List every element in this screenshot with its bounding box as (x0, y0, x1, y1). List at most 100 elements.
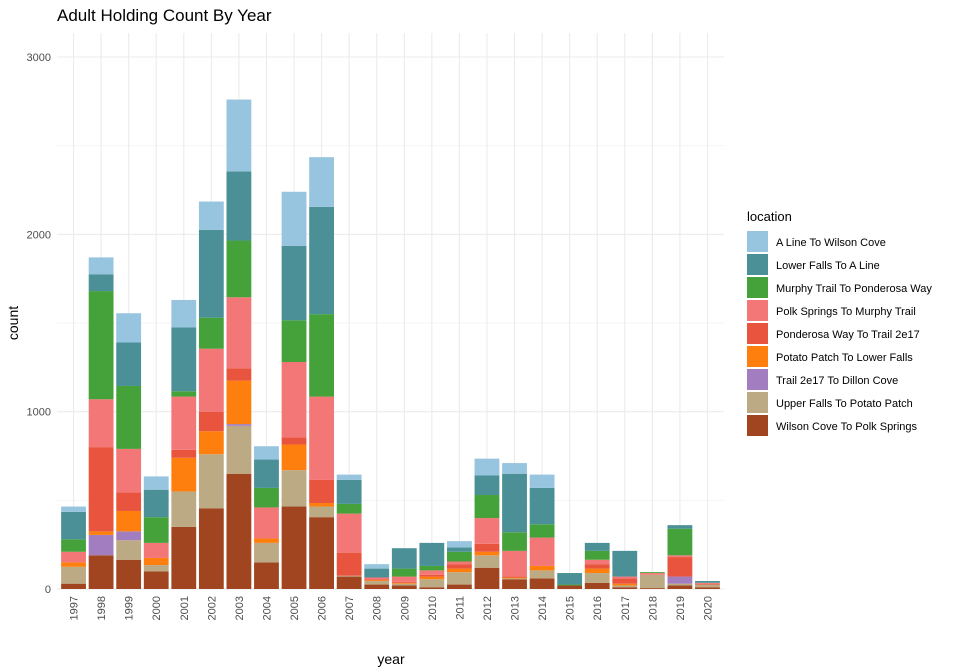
bar-segment (61, 562, 86, 567)
bar-segment (198, 317, 224, 349)
x-tick-label: 2008 (372, 596, 384, 620)
bar-segment (391, 548, 417, 569)
bar-segment (281, 191, 307, 246)
bar-segment (364, 580, 390, 582)
legend-swatch (747, 323, 768, 344)
x-tick-label: 1998 (96, 596, 108, 620)
x-tick-label: 1999 (124, 596, 136, 620)
bar-segment (171, 526, 197, 589)
bar-segment (419, 542, 445, 566)
legend-label: Ponderosa Way To Trail 2e17 (776, 329, 920, 341)
bar-segment (695, 582, 720, 584)
bar-segment (667, 583, 693, 586)
bar-segment (474, 458, 500, 476)
bar-segment (584, 568, 610, 574)
bar-segment (639, 573, 665, 575)
bar-segment (281, 444, 307, 471)
bar-segment (639, 588, 665, 589)
x-tick-label: 2017 (620, 596, 632, 620)
bar-segment (474, 567, 500, 589)
bar-segment (364, 584, 390, 589)
bar-segment (198, 229, 224, 318)
legend-swatch (747, 277, 768, 298)
bar-segment (391, 581, 417, 583)
bar-segment (557, 585, 583, 589)
x-tick-label: 2013 (510, 596, 522, 620)
bar-segment (447, 584, 472, 589)
x-tick-label: 2003 (234, 596, 246, 620)
bar-segment (254, 542, 279, 563)
bar-segment (584, 542, 610, 551)
bar-segment (474, 518, 500, 544)
bar-segment (419, 570, 445, 575)
bar-segment (309, 517, 334, 589)
bar-segment (336, 479, 362, 504)
bar-segment (447, 568, 472, 573)
bar-segment (116, 385, 142, 449)
bar-segment (419, 579, 445, 588)
bar-segment (419, 576, 445, 580)
bar-segment (529, 474, 555, 488)
bar-segment (226, 240, 252, 298)
bar-segment (309, 502, 334, 507)
bar-segment (226, 99, 252, 172)
bar-segment (226, 297, 252, 369)
bar-segment (309, 396, 334, 480)
bar-segment (61, 583, 86, 589)
bar-segment (61, 566, 86, 584)
bar-segment (88, 399, 114, 448)
bar-segment (419, 574, 445, 577)
legend-label: Lower Falls To A Line (776, 260, 880, 272)
bar-segment (226, 171, 252, 241)
legend-label: Murphy Trail To Ponderosa Way (776, 283, 932, 295)
bar-segment (198, 454, 224, 509)
bar-segment (116, 559, 142, 589)
bar-segment (557, 573, 583, 585)
bar-segment (198, 201, 224, 230)
legend: location A Line To Wilson Cove Lower Fall… (747, 209, 932, 436)
bar-segment (116, 540, 142, 560)
bar-segment (447, 541, 472, 548)
bar-segment (391, 583, 417, 586)
bar-segment (474, 555, 500, 568)
bar-segment (419, 565, 445, 571)
bar-segment (336, 552, 362, 576)
legend-label: Upper Falls To Potato Patch (776, 398, 913, 410)
bar-segment (695, 584, 720, 588)
bar-segment (447, 564, 472, 569)
x-tick-label: 2007 (344, 596, 356, 620)
bar-segment (391, 568, 417, 577)
bar-segment (171, 327, 197, 392)
bar-segment (281, 320, 307, 363)
bar-segment (667, 525, 693, 529)
y-axis-title: count (5, 306, 21, 340)
bar-segment (143, 517, 169, 543)
y-tick-label: 1000 (27, 407, 51, 419)
bar-segment (281, 506, 307, 589)
legend-swatch (747, 392, 768, 413)
bar-segment (612, 578, 638, 584)
bar-segment (502, 579, 527, 589)
bar-segment (502, 473, 527, 533)
y-axis-ticks: 0 1000 2000 3000 (27, 52, 51, 596)
bar-segment (695, 581, 720, 583)
bar-segment (116, 510, 142, 532)
bar-segment (116, 448, 142, 493)
bar-segment (88, 534, 114, 556)
bar-segment (584, 582, 610, 589)
bar-segment (143, 476, 169, 490)
bar-segment (639, 574, 665, 589)
y-tick-label: 3000 (27, 52, 51, 64)
x-tick-label: 2011 (454, 596, 466, 620)
legend-title: location (747, 209, 792, 224)
x-tick-label: 2015 (565, 596, 577, 620)
bar-segment (584, 564, 610, 569)
bar-segment (336, 576, 362, 589)
bar-segment (116, 342, 142, 386)
bar-segment (336, 575, 362, 577)
bar-segment (474, 475, 500, 496)
bar-segment (171, 396, 197, 450)
bar-segment (529, 524, 555, 538)
bar-segment (88, 291, 114, 400)
